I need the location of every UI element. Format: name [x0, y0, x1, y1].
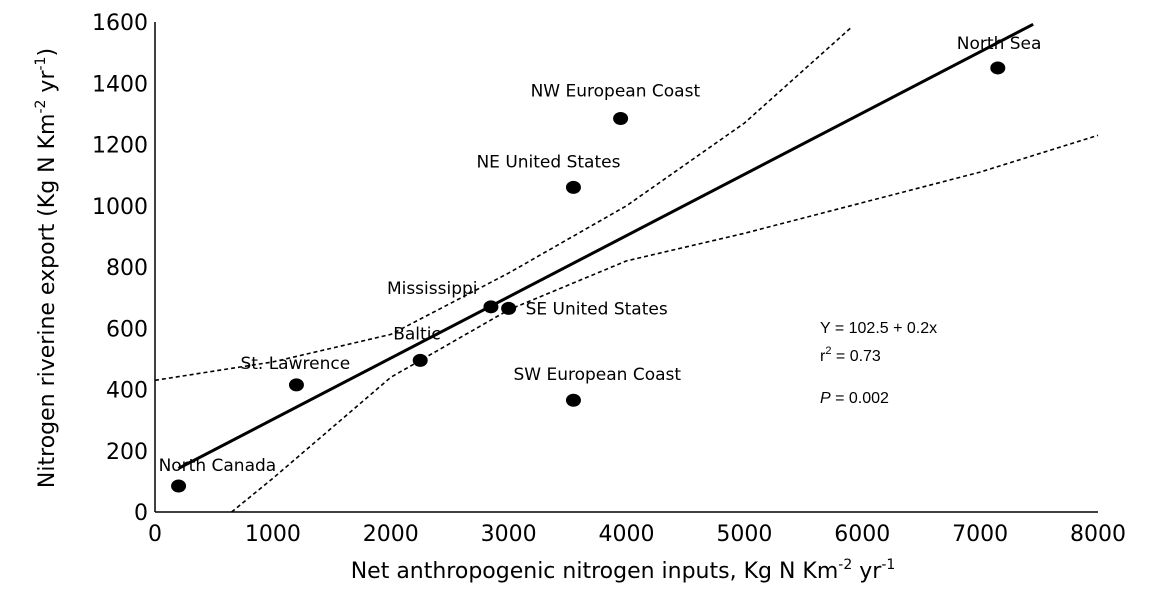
regression-stats: Y = 102.5 + 0.2x r2 = 0.73 P = 0.002 [820, 320, 937, 407]
x-tick-label: 4000 [599, 522, 655, 547]
y-tick-label: 400 [106, 379, 148, 404]
x-tick-label: 0 [148, 522, 162, 547]
p-value-text: P = 0.002 [820, 390, 889, 407]
data-point [288, 378, 304, 392]
data-point [412, 353, 428, 367]
y-tick-label: 1000 [92, 195, 148, 220]
upper-confidence-curve [154, 27, 852, 382]
point-label: North Sea [957, 34, 1042, 54]
point-label: SW European Coast [513, 365, 681, 385]
y-tick-label: 200 [106, 440, 148, 465]
regression-line [177, 22, 1034, 470]
lower-confidence-curve [231, 134, 1099, 513]
regression-equation: Y = 102.5 + 0.2x [820, 320, 937, 337]
x-tick-label: 1000 [245, 522, 301, 547]
x-axis-title: Net anthropogenic nitrogen inputs, Kg N … [351, 557, 896, 584]
point-label: North Canada [159, 456, 277, 476]
y-tick-label: 0 [134, 501, 148, 526]
x-tick-label: 3000 [481, 522, 537, 547]
axes [154, 22, 1098, 513]
point-label: NE United States [476, 152, 620, 172]
data-point [171, 479, 187, 493]
data-point [501, 301, 517, 315]
point-label: SE United States [526, 299, 668, 319]
point-label: St. Lawrence [240, 354, 350, 374]
data-point [565, 180, 581, 194]
x-tick-label: 6000 [834, 522, 890, 547]
regression-layer [177, 22, 1034, 470]
data-point [613, 111, 629, 125]
point-label: Mississippi [387, 279, 478, 299]
point-labels: North Canada St. Lawrence Baltic Mississipp… [159, 34, 1042, 476]
data-point [565, 393, 581, 407]
x-tick-label: 5000 [716, 522, 772, 547]
y-tick-label: 600 [106, 317, 148, 342]
x-tick-label: 8000 [1070, 522, 1126, 547]
tick-labels: 0 1000 2000 3000 4000 5000 6000 7000 8000 0 200 400… [92, 11, 1126, 547]
x-tick-label: 7000 [952, 522, 1008, 547]
data-point [483, 300, 499, 314]
data-points [171, 61, 1006, 493]
y-tick-label: 800 [106, 256, 148, 281]
y-tick-label: 1400 [92, 72, 148, 97]
y-tick-label: 1200 [92, 134, 148, 159]
confidence-band-layer [154, 27, 1099, 513]
r-squared-text: r2 = 0.73 [820, 345, 881, 365]
x-tick-label: 2000 [363, 522, 419, 547]
y-axis-title: Nitrogen riverine export (Kg N Km-2 yr-1… [33, 48, 60, 488]
data-point [990, 61, 1006, 75]
point-label: NW European Coast [531, 81, 701, 101]
point-label: Baltic [393, 324, 441, 344]
y-tick-label: 1600 [92, 11, 148, 36]
